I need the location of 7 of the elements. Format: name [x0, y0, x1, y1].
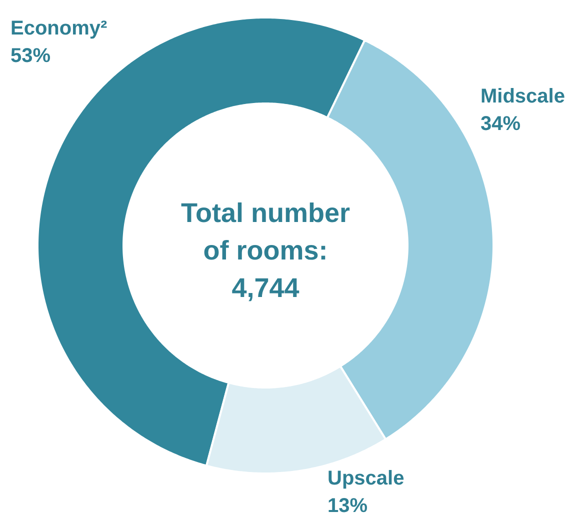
- slice-label: Economy²: [10, 18, 108, 40]
- text: Total number of rooms: 4,744: [181, 198, 350, 303]
- slice-label: Upscale: [328, 468, 404, 490]
- slice-label: Midscale: [480, 86, 565, 108]
- data-label: 13%: [328, 495, 368, 517]
- data-label: 53%: [10, 45, 51, 67]
- data-label: 34%: [480, 113, 521, 135]
